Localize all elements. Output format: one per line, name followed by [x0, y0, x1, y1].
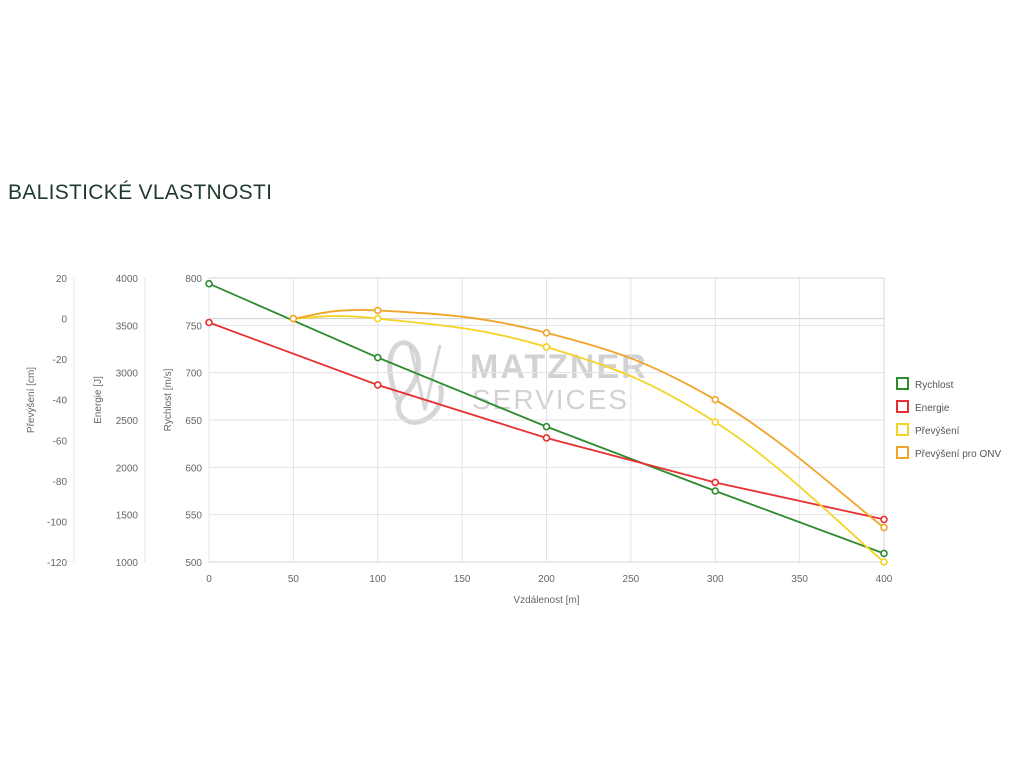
y-tick-label-energie: 2500 — [116, 416, 139, 427]
y-tick-label-energie: 3500 — [116, 321, 139, 332]
watermark-text-line1: MATZNER — [470, 348, 648, 386]
x-axis-title: Vzdálenost [m] — [513, 595, 579, 606]
series-point-2 — [373, 314, 382, 323]
legend-swatch-0 — [896, 377, 909, 390]
x-tick-label: 200 — [538, 574, 555, 585]
x-tick-label: 400 — [876, 574, 893, 585]
series-point-3 — [289, 314, 298, 323]
legend-label-3: Převýšení pro ONV — [915, 449, 1001, 460]
y-tick-label-prevyseni: -60 — [53, 436, 68, 447]
x-tick-label: 300 — [707, 574, 724, 585]
series-point-2 — [711, 418, 720, 426]
y-tick-label-rychlost: 650 — [185, 416, 202, 427]
y-tick-label-prevyseni: -40 — [53, 396, 68, 407]
y-tick-label-rychlost: 700 — [185, 369, 202, 380]
series-point-2 — [542, 343, 551, 351]
series-point-3 — [711, 395, 720, 404]
y-tick-label-prevyseni: -120 — [47, 558, 67, 569]
watermark-logo-mark — [387, 340, 444, 425]
watermark-logo-mark-inner — [408, 344, 442, 411]
series-point-2 — [880, 558, 888, 566]
series-line-3 — [293, 309, 885, 529]
series-point-0 — [373, 353, 382, 362]
y-tick-label-prevyseni: -20 — [53, 355, 68, 366]
series-point-0 — [711, 487, 720, 495]
page-title: BALISTICKÉ VLASTNOSTI — [8, 181, 273, 204]
x-tick-label: 350 — [791, 574, 808, 585]
series-point-0 — [880, 549, 888, 558]
series-point-1 — [373, 381, 382, 389]
x-tick-label: 50 — [288, 574, 300, 585]
legend-label-1: Energie — [915, 403, 950, 414]
chart-grid — [208, 277, 885, 563]
y-axis-title-prevyseni: Převýšení [cm] — [26, 367, 37, 433]
y-tick-label-energie: 1500 — [116, 511, 139, 522]
chart-series — [205, 279, 888, 566]
series-point-0 — [205, 279, 213, 288]
y-tick-label-rychlost: 750 — [185, 321, 202, 332]
y-tick-label-rychlost: 550 — [185, 511, 202, 522]
watermark-text-line2: SERVICES — [472, 384, 629, 415]
y-tick-label-prevyseni: -80 — [53, 477, 68, 488]
x-tick-label: 100 — [369, 574, 386, 585]
x-tick-label: 0 — [206, 574, 212, 585]
y-tick-label-rychlost: 800 — [185, 274, 202, 285]
y-tick-label-energie: 4000 — [116, 274, 139, 285]
series-point-0 — [542, 422, 551, 431]
series-point-1 — [542, 434, 551, 442]
y-tick-label-prevyseni: 0 — [61, 315, 67, 326]
series-line-2 — [293, 315, 885, 563]
series-point-1 — [205, 318, 213, 327]
series-point-3 — [373, 306, 382, 315]
series-point-1 — [711, 478, 720, 487]
legend-label-0: Rychlost — [915, 380, 954, 391]
legend-swatch-3 — [896, 446, 909, 459]
legend-label-2: Převýšení — [915, 426, 960, 437]
y-tick-label-prevyseni: 20 — [56, 274, 68, 285]
series-point-3 — [542, 328, 551, 337]
legend-swatch-2 — [896, 423, 909, 436]
x-tick-label: 250 — [623, 574, 640, 585]
x-tick-label: 150 — [454, 574, 471, 585]
y-tick-label-energie: 2000 — [116, 463, 139, 474]
y-axis-title-rychlost: Rychlost [m/s] — [163, 368, 174, 431]
series-point-3 — [880, 523, 888, 532]
chart-legend: Rychlost Energie Převýšení Převýšení pro ON… — [896, 377, 1001, 460]
series-point-1 — [880, 515, 888, 524]
y-axis-title-energie: Energie [J] — [93, 376, 104, 424]
y-tick-label-energie: 3000 — [116, 369, 139, 380]
y-tick-label-energie: 1000 — [116, 558, 139, 569]
y-tick-label-prevyseni: -100 — [47, 517, 67, 528]
y-tick-label-rychlost: 600 — [185, 463, 202, 474]
y-tick-label-rychlost: 500 — [185, 558, 202, 569]
legend-swatch-1 — [896, 400, 909, 413]
